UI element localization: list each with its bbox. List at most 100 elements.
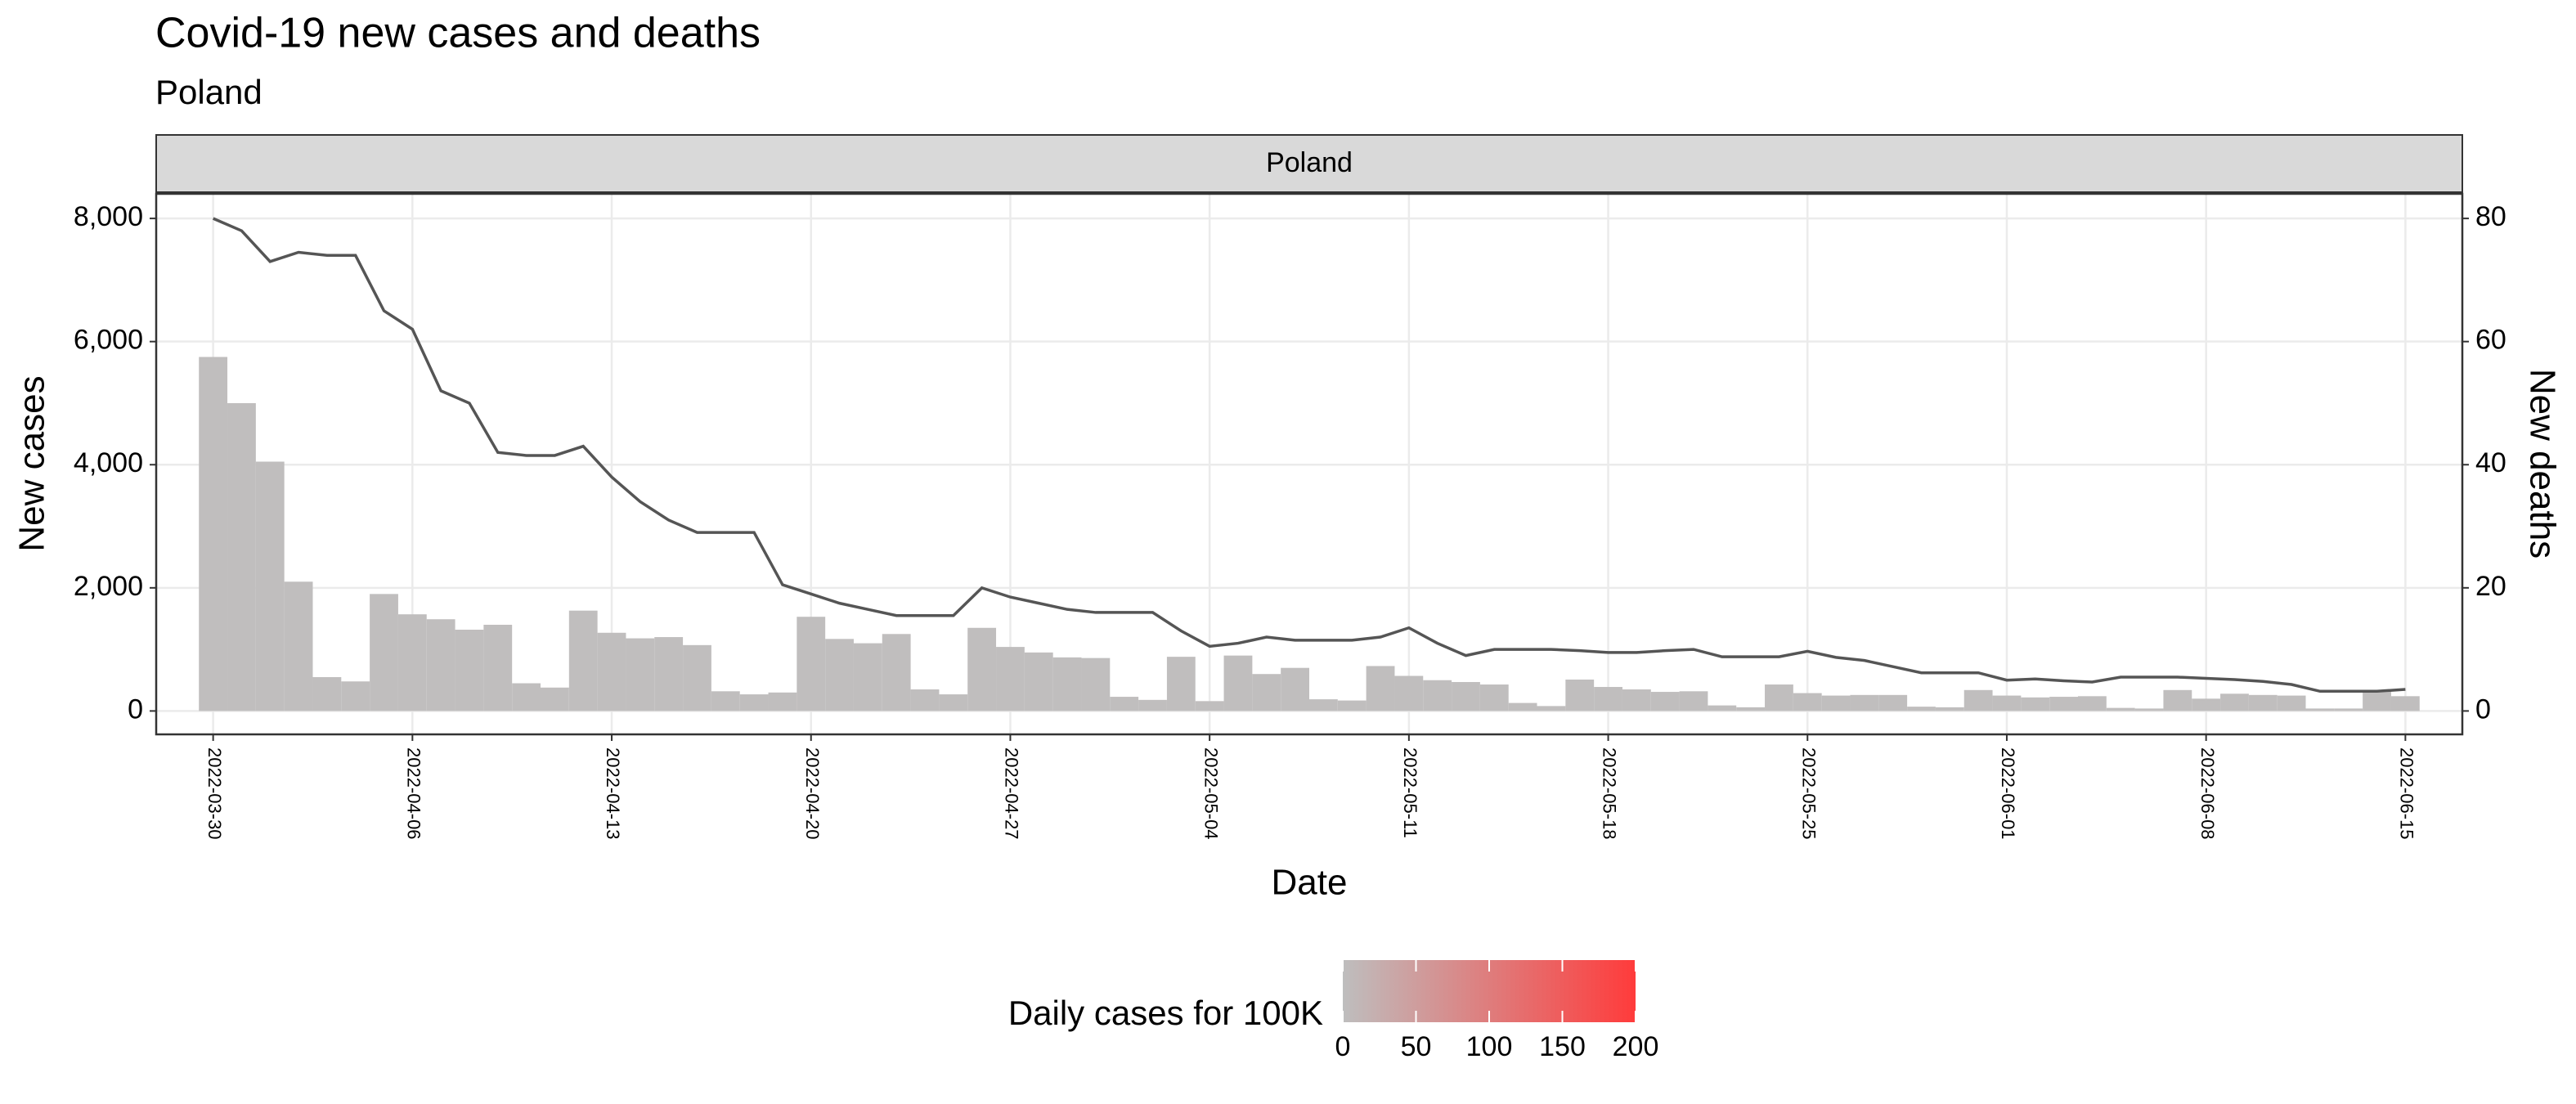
- y2-tick-label: 0: [2475, 693, 2491, 725]
- bar: [797, 617, 826, 711]
- bar: [341, 681, 370, 711]
- colorbar-label: 100: [1466, 1031, 1513, 1062]
- bar: [1793, 693, 1822, 711]
- bar: [768, 692, 797, 711]
- bar: [2021, 697, 2050, 711]
- bar: [1708, 705, 1737, 711]
- bar: [1508, 702, 1537, 711]
- bar: [626, 638, 655, 711]
- x-tick-label: 2022-05-04: [1200, 747, 1221, 840]
- x-tick-label: 2022-05-18: [1600, 747, 1620, 840]
- x-axis-title: Date: [1272, 863, 1348, 903]
- plot-border: [155, 192, 2464, 736]
- y-tick-label: 6,000: [74, 325, 143, 356]
- y2-tick-label: 20: [2475, 571, 2506, 602]
- bar: [739, 694, 769, 711]
- chart-subtitle: Poland: [155, 73, 263, 111]
- facet-label: Poland: [1266, 147, 1353, 178]
- y2-tick-label: 80: [2475, 201, 2506, 232]
- bar: [2305, 708, 2335, 711]
- bar: [512, 683, 541, 711]
- bar: [1565, 679, 1595, 711]
- bar: [967, 627, 997, 711]
- bar: [397, 614, 427, 711]
- colorbar-label: 0: [1335, 1031, 1351, 1062]
- bar: [2049, 697, 2078, 711]
- deaths-line: [212, 217, 2406, 693]
- bar: [1935, 707, 1964, 711]
- bar: [2248, 694, 2278, 711]
- bar: [2078, 696, 2107, 711]
- bar: [1223, 655, 1253, 711]
- bar: [2220, 693, 2249, 711]
- bar: [1537, 706, 1566, 711]
- bar: [2163, 689, 2192, 711]
- bar: [711, 691, 740, 711]
- y-tick-label: 2,000: [74, 571, 143, 602]
- bar: [654, 637, 684, 711]
- bar: [1992, 695, 2022, 711]
- bar: [1110, 697, 1139, 711]
- bar: [597, 632, 626, 711]
- colorbar-label: 200: [1613, 1031, 1659, 1062]
- facet-strip: [155, 134, 2463, 193]
- y2-tick-label: 40: [2475, 447, 2506, 478]
- colorbar-label: 50: [1401, 1031, 1432, 1062]
- bar: [1052, 657, 1082, 711]
- bar: [1081, 657, 1111, 711]
- bar: [939, 694, 968, 711]
- y2-tick-label: 60: [2475, 325, 2506, 356]
- x-tick-label: 2022-06-08: [2197, 747, 2218, 840]
- bar: [2192, 698, 2221, 711]
- bar: [1479, 684, 1509, 711]
- y2-axis-title: New deaths: [2522, 369, 2562, 559]
- chart-title: Covid-19 new cases and deaths: [155, 10, 761, 57]
- x-tick-label: 2022-06-01: [1998, 747, 2018, 840]
- bar: [2106, 707, 2135, 711]
- bar: [1337, 700, 1367, 711]
- bar: [1452, 682, 1480, 711]
- bar: [426, 619, 456, 711]
- bar: [312, 676, 342, 711]
- x-tick-label: 2022-05-25: [1798, 747, 1819, 840]
- bar: [199, 357, 228, 711]
- bar: [2134, 708, 2164, 711]
- y-tick-label: 0: [128, 693, 143, 725]
- bar: [1138, 699, 1167, 711]
- bar: [1309, 699, 1338, 711]
- bar: [1765, 684, 1793, 711]
- bar: [2277, 695, 2306, 711]
- x-tick-label: 2022-06-15: [2397, 747, 2417, 840]
- x-tick-label: 2022-04-13: [603, 747, 623, 840]
- bar: [1878, 694, 1908, 711]
- bar: [1907, 707, 1936, 711]
- colorbar-label: 150: [1539, 1031, 1586, 1062]
- bar: [1394, 675, 1424, 711]
- bar: [1850, 694, 1879, 711]
- bar: [1622, 689, 1651, 711]
- bar: [910, 689, 940, 711]
- bar: [370, 594, 398, 711]
- bar: [2334, 708, 2363, 711]
- bar: [1963, 689, 1993, 711]
- bar: [227, 402, 256, 711]
- bar: [1252, 674, 1281, 711]
- bar: [882, 634, 911, 711]
- y-tick-label: 8,000: [74, 201, 143, 232]
- bar: [1024, 652, 1053, 711]
- bar: [825, 639, 854, 711]
- bar: [1423, 680, 1452, 711]
- bar: [1281, 667, 1309, 711]
- bar: [1594, 687, 1622, 711]
- bar: [1166, 657, 1196, 711]
- bar: [568, 610, 598, 711]
- bar: [2363, 690, 2391, 711]
- bar: [1650, 692, 1680, 711]
- bar: [683, 644, 711, 711]
- bar: [483, 624, 513, 711]
- bar: [996, 647, 1025, 711]
- x-tick-label: 2022-04-27: [1002, 747, 1022, 840]
- bar: [541, 687, 569, 711]
- legend-title: Daily cases for 100K: [1008, 994, 1323, 1032]
